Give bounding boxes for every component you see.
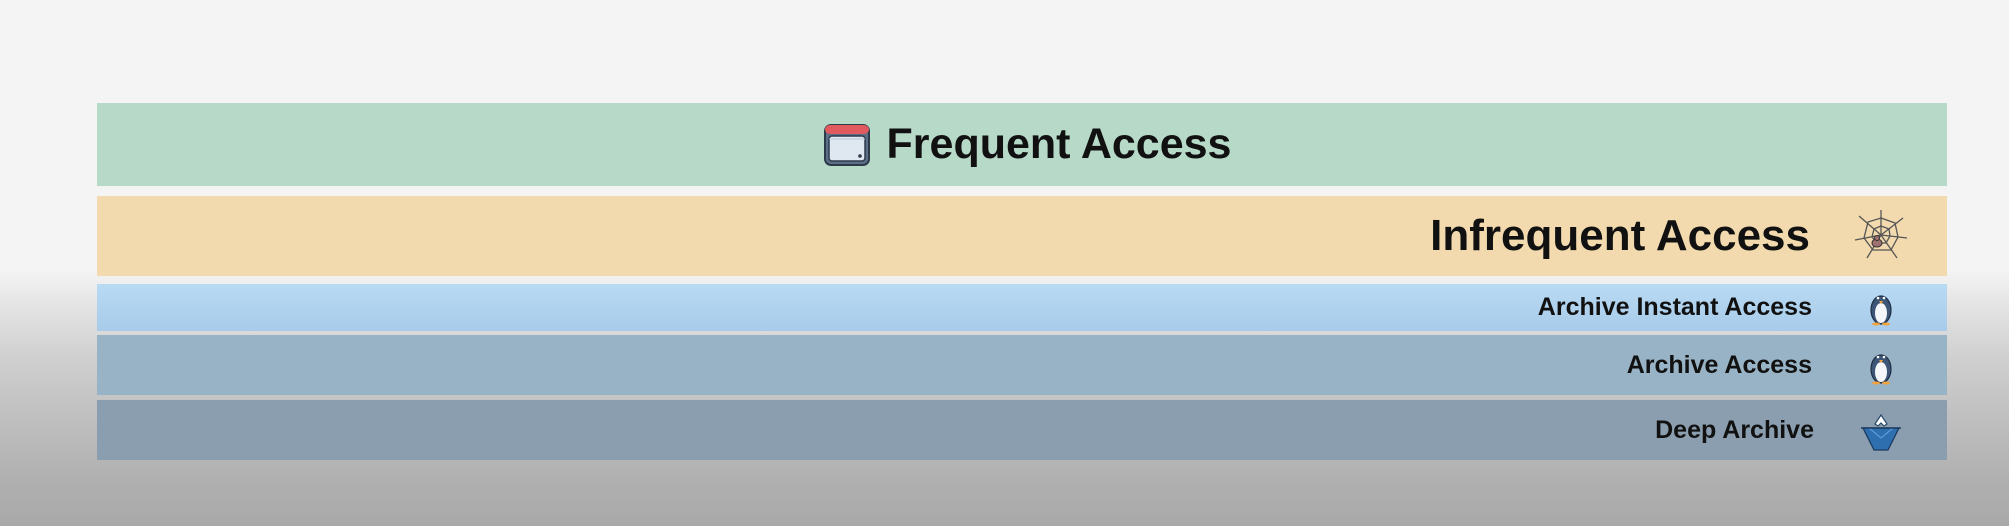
tier-label-infrequent-access: Infrequent Access [1430, 211, 1810, 260]
penguin-icon [1870, 295, 1892, 326]
tier-frequent-access: Frequent Access [97, 103, 1947, 186]
tier-archive-instant-access: Archive Instant Access [97, 284, 1947, 331]
tier-label-frequent-access: Frequent Access [886, 120, 1232, 168]
spider-web-icon [1854, 210, 1908, 259]
window-icon [823, 123, 870, 166]
iceberg-icon [1861, 413, 1901, 451]
tier-label-archive-instant-access: Archive Instant Access [1537, 293, 1812, 321]
tier-archive-access: Archive Access [97, 335, 1947, 395]
tier-label-deep-archive: Deep Archive [1655, 415, 1814, 444]
tier-label-archive-access: Archive Access [1626, 350, 1812, 379]
tier-deep-archive: Deep Archive [97, 400, 1947, 460]
tier-frequent-access-content: Frequent Access [823, 120, 1232, 169]
penguin-icon [1870, 354, 1892, 385]
tier-infrequent-access: Infrequent Access [97, 196, 1947, 276]
